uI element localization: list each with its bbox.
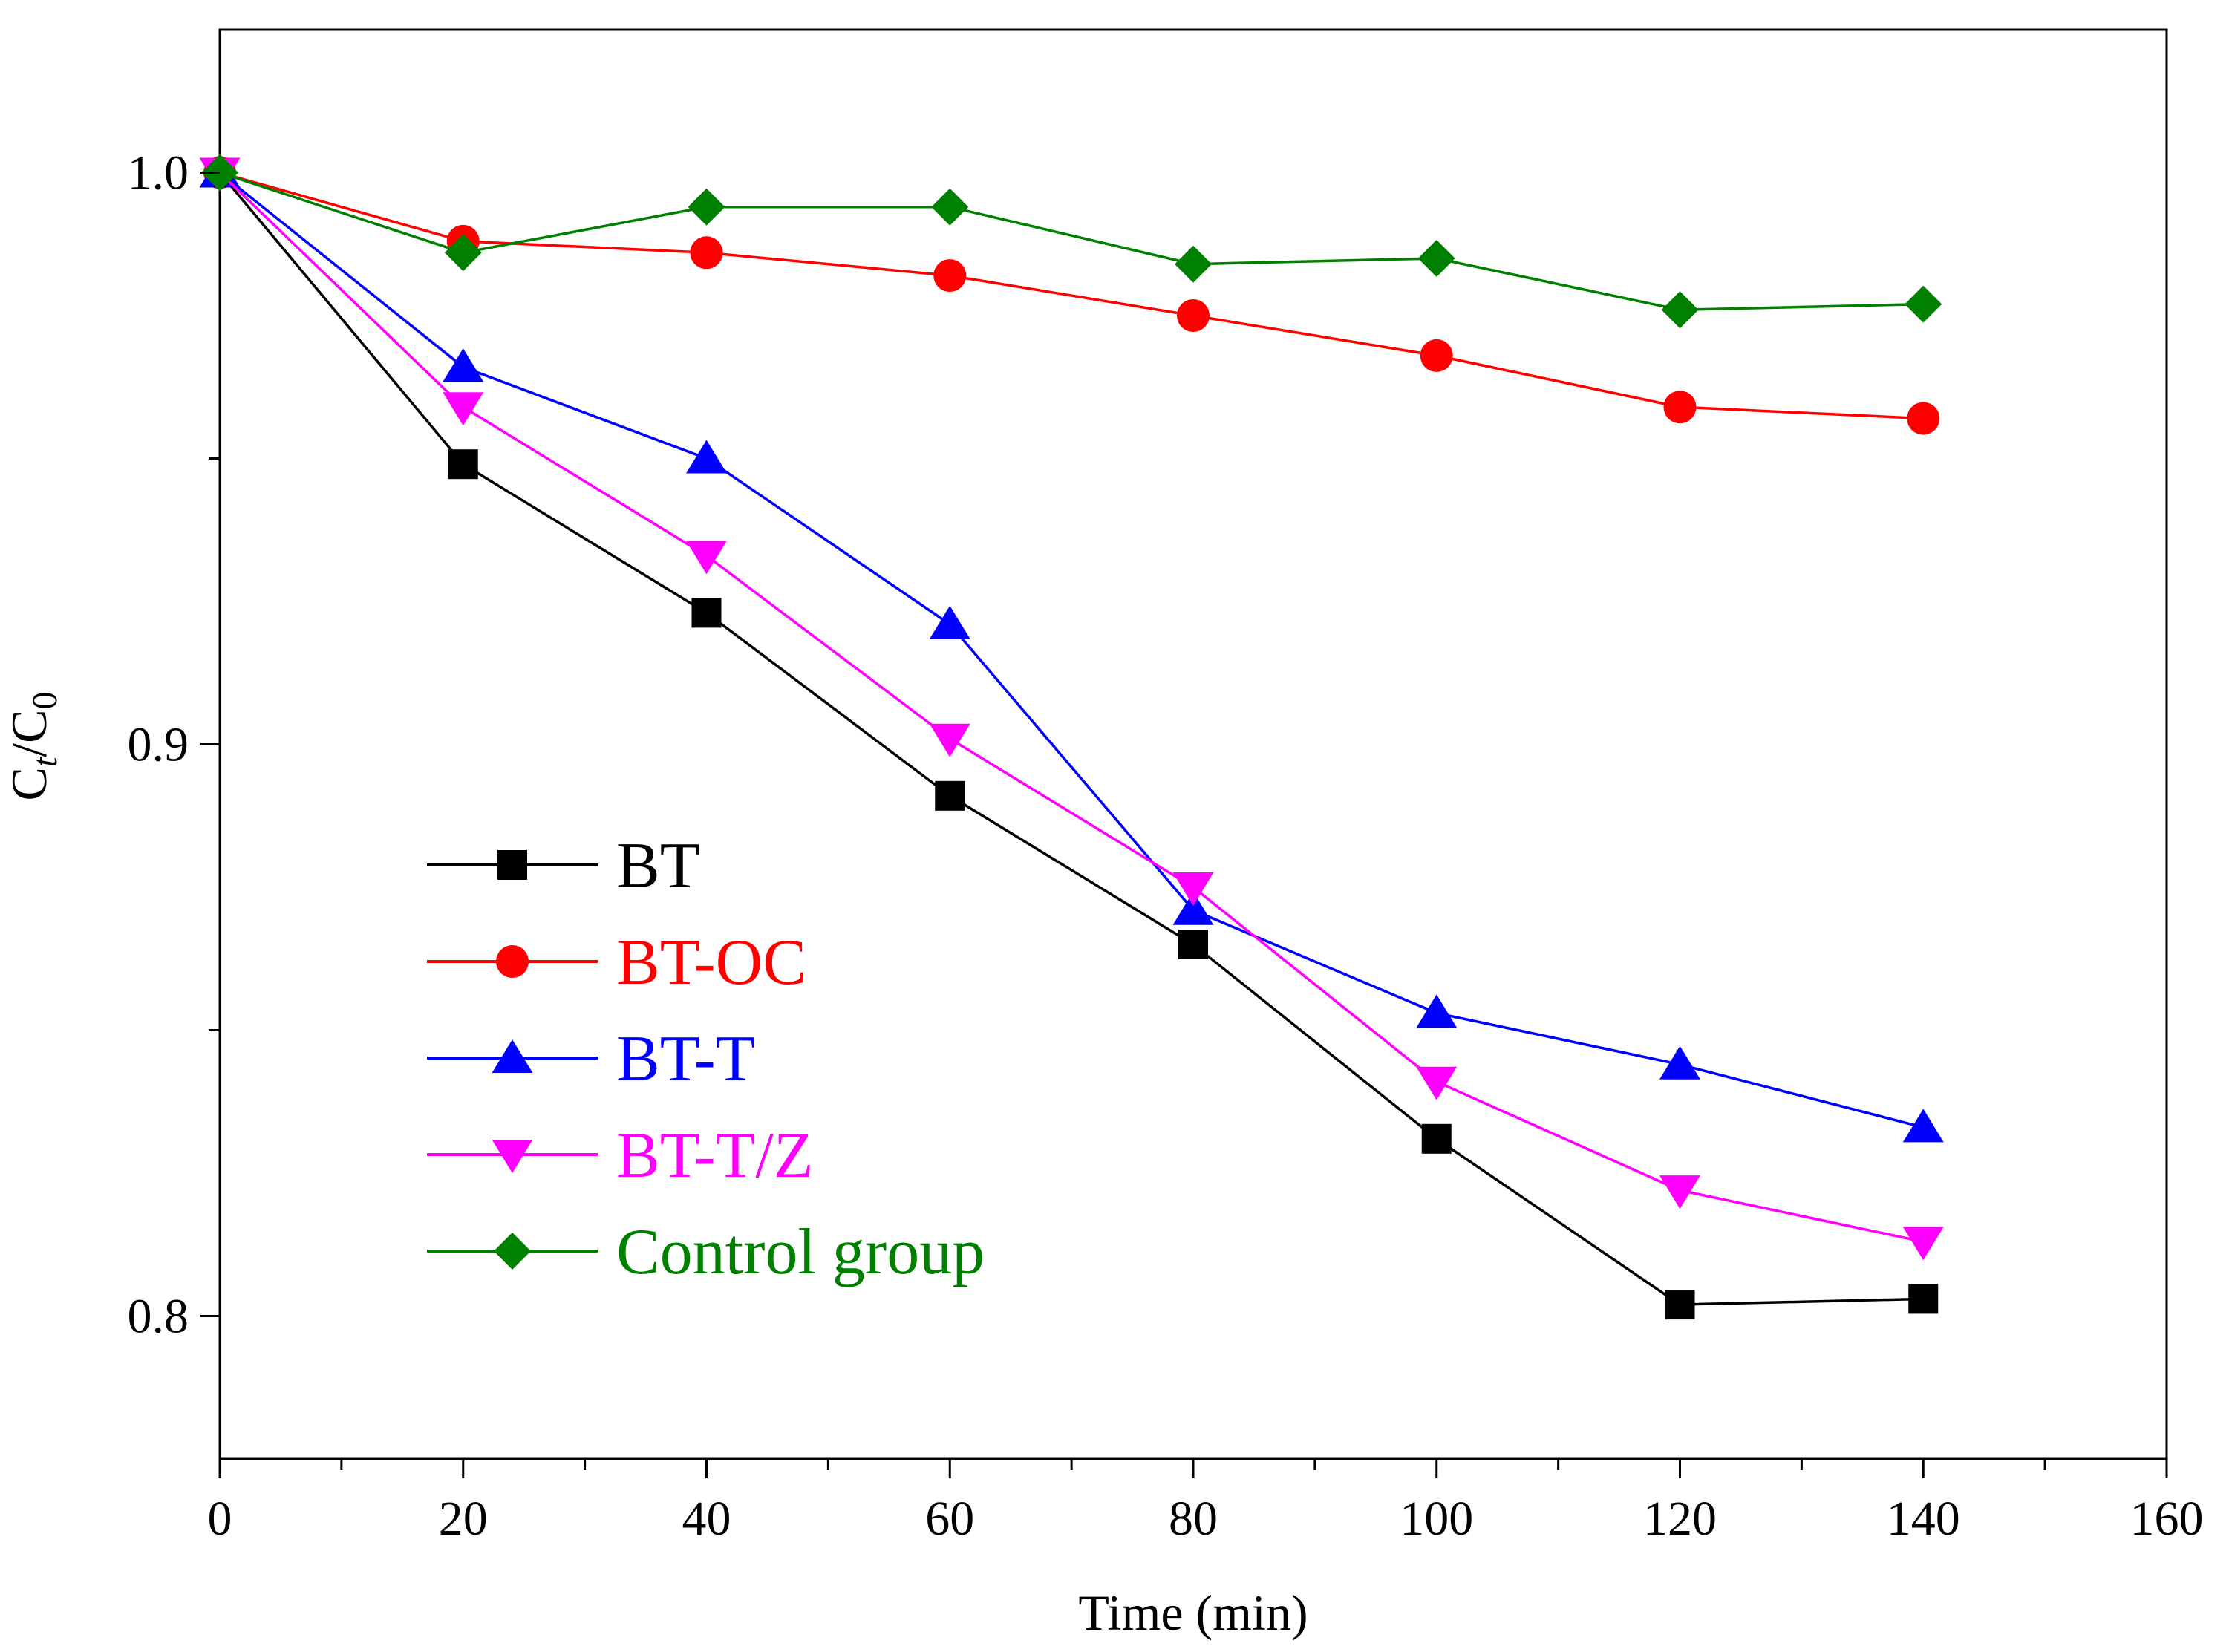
legend-label: BT-T xyxy=(616,1023,755,1095)
series-bt-t-z xyxy=(199,157,1944,1261)
legend-entry: BT-T/Z xyxy=(427,1120,814,1192)
data-point xyxy=(1659,1045,1700,1080)
series-bt-t xyxy=(199,154,1944,1143)
legend: BT BT-OC BT-T BT-T/Z Control group xyxy=(427,830,985,1288)
data-point xyxy=(1663,391,1697,424)
data-point xyxy=(929,723,970,757)
legend-marker xyxy=(496,945,529,978)
data-point xyxy=(1416,1066,1458,1100)
x-tick-label: 120 xyxy=(1643,1492,1717,1546)
data-point xyxy=(1665,1290,1695,1320)
x-tick-label: 140 xyxy=(1887,1492,1960,1546)
data-point xyxy=(690,236,723,270)
legend-marker xyxy=(492,1039,533,1073)
data-point xyxy=(686,541,727,575)
legend-marker xyxy=(492,1140,533,1173)
data-point xyxy=(686,440,727,474)
series-line xyxy=(218,172,1924,1244)
y-axis-title-mid: /C xyxy=(1,710,57,757)
data-point xyxy=(931,188,969,226)
data-point xyxy=(1907,402,1940,435)
data-point xyxy=(444,234,482,272)
data-point xyxy=(933,259,967,293)
data-point xyxy=(935,780,965,811)
legend-entry: BT-T xyxy=(427,1023,755,1095)
legend-marker xyxy=(497,850,527,880)
x-tick-label: 0 xyxy=(208,1492,232,1546)
legend-label: BT-T/Z xyxy=(616,1120,814,1192)
series-line xyxy=(219,171,1924,420)
data-point xyxy=(1178,930,1208,959)
data-point xyxy=(1902,1227,1944,1261)
x-tick-label: 20 xyxy=(439,1492,488,1546)
series-line xyxy=(219,171,1924,312)
x-tick-label: 160 xyxy=(2130,1492,2204,1546)
series-layer xyxy=(199,154,1944,1320)
legend-entry: Control group xyxy=(427,1216,985,1288)
data-point xyxy=(1902,1109,1944,1143)
data-point xyxy=(1908,1284,1939,1314)
y-axis-title-sub1: t xyxy=(25,756,65,767)
data-point xyxy=(929,605,970,639)
x-tick-label: 60 xyxy=(925,1492,974,1546)
data-point xyxy=(448,449,478,480)
x-tick-label: 80 xyxy=(1169,1492,1218,1546)
x-axis-title: Time (min) xyxy=(1078,1584,1308,1641)
legend-entry: BT xyxy=(427,830,699,902)
y-tick-label: 1.0 xyxy=(128,146,189,200)
data-point xyxy=(443,348,484,382)
y-tick-label: 0.9 xyxy=(128,718,189,772)
data-point xyxy=(1420,339,1453,372)
data-point xyxy=(688,188,725,226)
data-point xyxy=(1172,872,1214,906)
series-line xyxy=(218,172,1924,1306)
data-point xyxy=(1177,299,1210,332)
data-point xyxy=(1661,291,1699,329)
series-line xyxy=(218,172,1924,1129)
legend-label: BT-OC xyxy=(616,927,806,999)
y-tick-label: 0.8 xyxy=(128,1290,189,1344)
y-axis-title: Ct/C0 xyxy=(1,692,65,801)
x-tick-label: 100 xyxy=(1400,1492,1473,1546)
legend-entry: BT-OC xyxy=(427,927,806,999)
legend-marker xyxy=(494,1233,531,1270)
data-point xyxy=(1175,245,1212,283)
ticks-layer: 0 20 40 60 80 100 120 140 160 0.8 0.9 1.0 xyxy=(128,146,2204,1547)
legend-label: Control group xyxy=(616,1216,985,1288)
data-point xyxy=(691,598,722,628)
data-point xyxy=(1417,240,1455,277)
data-point xyxy=(443,392,484,426)
y-axis-title-sub2: 0 xyxy=(25,692,65,710)
data-point xyxy=(1659,1175,1700,1209)
data-point xyxy=(1172,891,1214,925)
x-tick-label: 40 xyxy=(682,1492,731,1546)
y-axis-title-main: C xyxy=(1,767,57,800)
data-point xyxy=(1416,994,1458,1028)
data-point xyxy=(1421,1123,1452,1154)
data-point xyxy=(1905,285,1942,323)
legend-label: BT xyxy=(616,830,699,902)
series-control-group xyxy=(201,154,1942,329)
